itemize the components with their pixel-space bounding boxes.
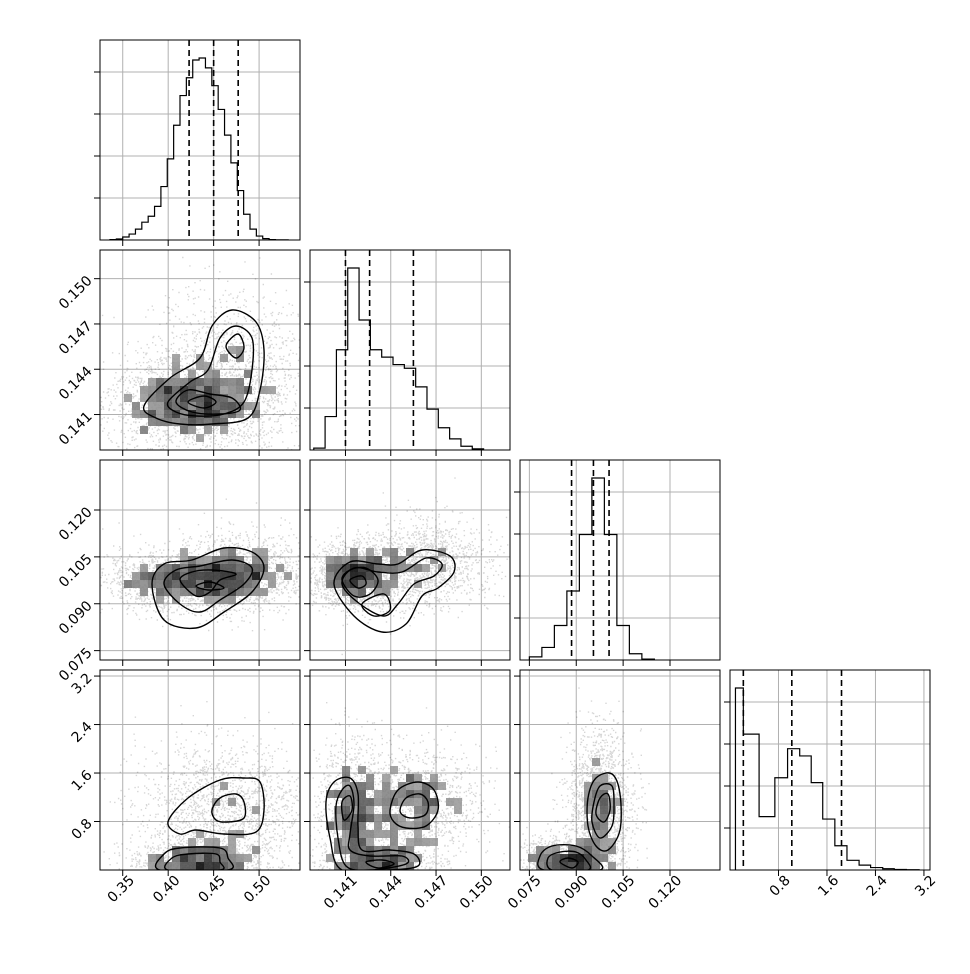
scatter-panel-4-1 [94, 669, 301, 876]
x-tick-label: 0.50 [241, 873, 274, 906]
x-tick-label: 0.150 [457, 873, 497, 913]
x-tick-label: 0.141 [321, 873, 361, 913]
x-tick-label: 0.105 [599, 873, 639, 913]
panel-frame [309, 249, 511, 451]
contour-line-5 [591, 783, 615, 839]
x-tick-label: 0.45 [196, 873, 229, 906]
contour-line-3 [559, 857, 579, 869]
contour-line-5 [225, 333, 245, 359]
density-layer [103, 701, 300, 870]
contour-line-3 [341, 566, 379, 598]
y-tick-label: 0.8 [69, 816, 96, 843]
histogram-step-1 [109, 57, 289, 241]
x-tick-label: 0.144 [366, 873, 406, 913]
contour-line-2 [341, 557, 443, 617]
contour-line-5 [389, 781, 440, 830]
y-tick-label: 0.105 [56, 551, 96, 591]
scatter-panel-3-1 [94, 459, 301, 666]
density-layer [100, 256, 300, 450]
x-tick-label: 0.35 [105, 873, 138, 906]
panel-frame [309, 459, 511, 661]
histogram-panel-4 [724, 669, 931, 876]
y-tick-label: 0.144 [56, 364, 96, 404]
contour-line-6 [399, 793, 430, 819]
contour-line-2 [163, 559, 254, 613]
contour-line-1 [325, 776, 421, 870]
x-tick-label: 0.120 [646, 873, 686, 913]
x-tick-label: 1.6 [815, 873, 842, 900]
y-tick-label: 1.6 [69, 767, 96, 794]
panel-frame [309, 669, 511, 871]
histogram-step-4 [734, 687, 920, 871]
contour-line-3 [179, 569, 237, 598]
contour-line-4 [187, 395, 217, 409]
x-tick-label: 0.40 [150, 873, 183, 906]
density-layer [100, 498, 300, 632]
x-tick-label: 0.090 [552, 873, 592, 913]
y-tick-label: 0.090 [56, 598, 96, 638]
histogram-panel-2 [304, 249, 511, 456]
scatter-points [520, 687, 650, 870]
panel-frame [99, 459, 301, 661]
density-layer [310, 702, 510, 870]
contour-line-2 [546, 850, 592, 870]
density-layer [520, 687, 650, 870]
contour-line-3 [175, 389, 242, 415]
panel-frame [519, 459, 721, 661]
contour-line-4 [349, 575, 367, 589]
contour-line-4 [195, 581, 225, 591]
histogram-step-2 [313, 267, 485, 450]
contour-line-6 [595, 792, 611, 823]
histogram-step-3 [528, 477, 655, 660]
scatter-panel-4-3 [514, 669, 721, 876]
x-tick-label: 0.147 [412, 873, 452, 913]
contour-line-1 [537, 844, 604, 870]
contour-line-4 [365, 859, 395, 869]
contour-line-4 [586, 772, 622, 852]
panel-frame [99, 249, 301, 451]
contour-line-2 [335, 784, 410, 870]
contour-line-2 [166, 325, 255, 417]
x-tick-label: 0.075 [505, 873, 545, 913]
y-tick-label: 2.4 [69, 719, 96, 746]
y-tick-label: 0.141 [56, 409, 96, 449]
contour-line-3 [167, 776, 265, 836]
density-layer [310, 477, 510, 656]
contour-line-1 [154, 846, 234, 870]
y-tick-label: 0.150 [56, 273, 96, 313]
y-tick-label: 0.120 [56, 504, 96, 544]
contour-line-1 [151, 546, 265, 630]
panel-frame [99, 669, 301, 871]
contour-line-4 [211, 793, 247, 823]
scatter-points [100, 256, 300, 450]
contour-line-5 [361, 593, 392, 617]
scatter-panel-2-1 [94, 249, 301, 456]
x-tick-label: 3.2 [912, 873, 939, 900]
panel-frame [729, 669, 931, 871]
y-tick-label: 0.147 [56, 318, 96, 358]
scatter-panel-3-2 [304, 459, 511, 666]
histogram-panel-1 [94, 39, 301, 246]
panel-frame [519, 669, 721, 871]
scatter-panel-4-2 [304, 669, 511, 876]
contour-line-1 [333, 549, 456, 633]
contour-line-3 [340, 795, 354, 821]
x-tick-label: 2.4 [864, 873, 891, 900]
panel-frame [99, 39, 301, 241]
histogram-panel-3 [514, 459, 721, 666]
contour-line-1 [142, 309, 265, 426]
contour-line-2 [164, 852, 225, 870]
x-tick-label: 0.8 [767, 873, 794, 900]
